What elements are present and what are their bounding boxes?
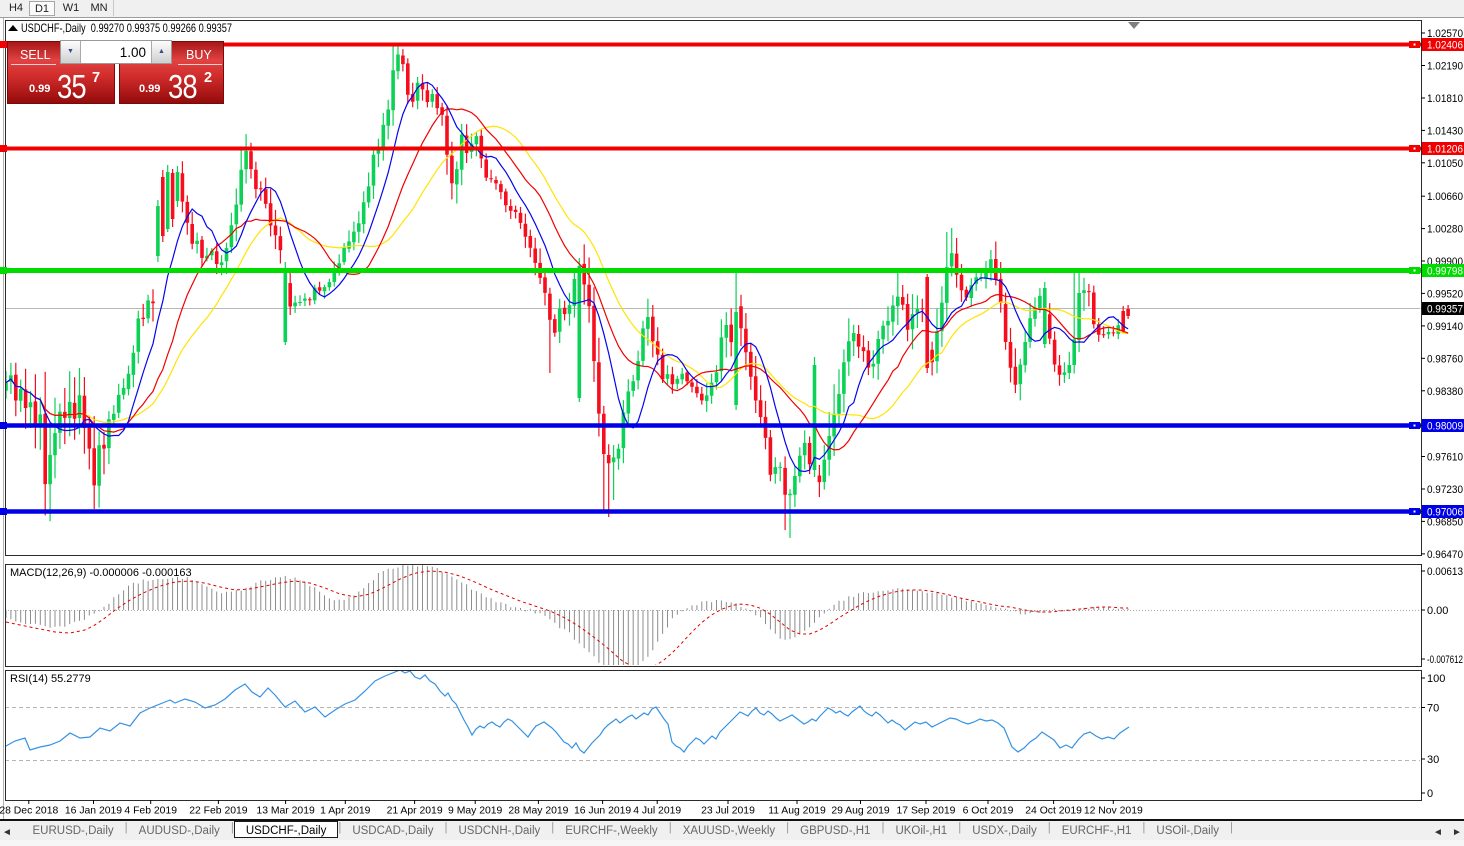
svg-text:29 Aug 2019: 29 Aug 2019	[831, 806, 890, 817]
svg-text:4 Feb 2019: 4 Feb 2019	[124, 806, 177, 817]
svg-text:1.00280: 1.00280	[1427, 224, 1463, 236]
svg-text:70: 70	[1427, 703, 1439, 715]
svg-text:1.00660: 1.00660	[1427, 191, 1463, 203]
svg-text:9 May 2019: 9 May 2019	[448, 806, 503, 817]
svg-text:1.02406: 1.02406	[1427, 40, 1463, 52]
svg-text:0.99357: 0.99357	[1427, 304, 1463, 316]
svg-text:0: 0	[1427, 788, 1433, 800]
svg-text:21 Apr 2019: 21 Apr 2019	[387, 806, 443, 817]
svg-text:30: 30	[1427, 754, 1439, 766]
svg-text:0.99140: 0.99140	[1427, 321, 1463, 333]
svg-text:1.01810: 1.01810	[1427, 93, 1463, 105]
svg-text:MACD(12,26,9) -0.000006 -0.000: MACD(12,26,9) -0.000006 -0.000163	[10, 567, 192, 579]
svg-text:0.98009: 0.98009	[1427, 421, 1463, 433]
svg-text:24 Oct 2019: 24 Oct 2019	[1025, 806, 1082, 817]
svg-text:100: 100	[1427, 673, 1445, 685]
svg-text:12 Nov 2019: 12 Nov 2019	[1084, 806, 1143, 817]
svg-text:6 Oct 2019: 6 Oct 2019	[963, 806, 1014, 817]
svg-text:1.01206: 1.01206	[1427, 144, 1463, 156]
svg-text:1.01430: 1.01430	[1427, 125, 1463, 137]
svg-text:13 Mar 2019: 13 Mar 2019	[256, 806, 315, 817]
svg-text:0.98760: 0.98760	[1427, 353, 1463, 365]
svg-text:0.97610: 0.97610	[1427, 452, 1463, 464]
svg-text:RSI(14) 55.2779: RSI(14) 55.2779	[10, 673, 91, 685]
svg-text:16 Jun 2019: 16 Jun 2019	[574, 806, 631, 817]
svg-text:28 Dec 2018: 28 Dec 2018	[0, 806, 58, 817]
svg-text:4 Jul 2019: 4 Jul 2019	[633, 806, 681, 817]
svg-text:1 Apr 2019: 1 Apr 2019	[320, 806, 370, 817]
svg-text:1.02570: 1.02570	[1427, 28, 1463, 40]
svg-text:USDCHF-,Daily 0.99270 0.99375: USDCHF-,Daily 0.99270 0.99375 0.99266 0.…	[21, 21, 232, 35]
svg-text:16 Jan 2019: 16 Jan 2019	[65, 806, 122, 817]
svg-text:0.00613: 0.00613	[1427, 566, 1463, 578]
svg-text:-0.007612: -0.007612	[1427, 654, 1463, 666]
svg-text:17 Sep 2019: 17 Sep 2019	[897, 806, 956, 817]
svg-text:0.99798: 0.99798	[1427, 266, 1463, 278]
svg-text:0.96470: 0.96470	[1427, 549, 1463, 561]
svg-text:11 Aug 2019: 11 Aug 2019	[768, 806, 826, 817]
svg-text:28 May 2019: 28 May 2019	[508, 806, 568, 817]
svg-text:0.00: 0.00	[1427, 605, 1448, 617]
svg-text:0.96850: 0.96850	[1427, 516, 1463, 528]
svg-text:23 Jul 2019: 23 Jul 2019	[701, 806, 755, 817]
svg-text:1.02190: 1.02190	[1427, 61, 1463, 73]
svg-text:0.99520: 0.99520	[1427, 288, 1463, 300]
svg-text:22 Feb 2019: 22 Feb 2019	[189, 806, 248, 817]
svg-text:1.01050: 1.01050	[1427, 158, 1463, 170]
svg-text:0.98380: 0.98380	[1427, 386, 1463, 398]
svg-text:0.97230: 0.97230	[1427, 484, 1463, 496]
svg-text:0.97006: 0.97006	[1427, 507, 1463, 519]
